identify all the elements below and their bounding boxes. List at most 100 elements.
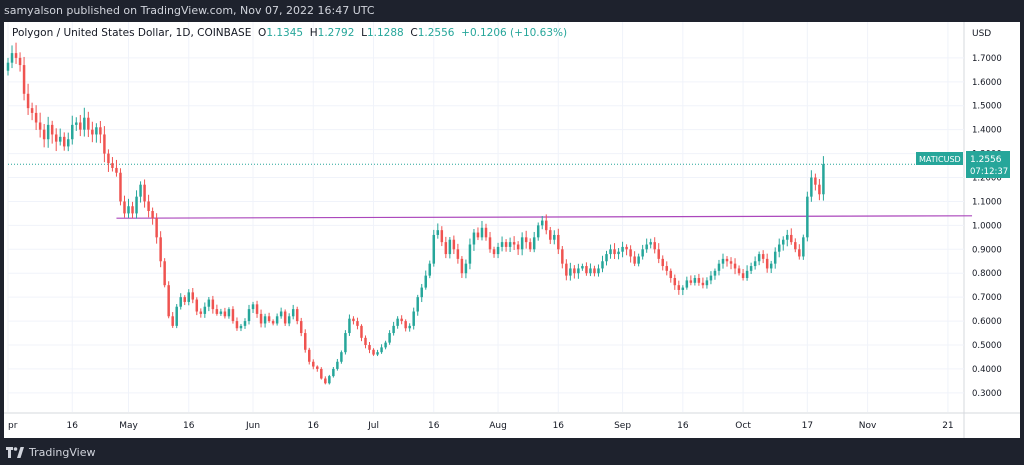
candle[interactable] (516, 241, 520, 255)
candle[interactable] (669, 268, 673, 283)
candle[interactable] (798, 244, 801, 260)
candle[interactable] (231, 306, 235, 324)
candle[interactable] (633, 251, 636, 267)
candle[interactable] (18, 52, 22, 72)
candle[interactable] (605, 250, 608, 266)
candle[interactable] (376, 349, 379, 357)
candle[interactable] (34, 105, 38, 131)
candle[interactable] (597, 264, 600, 277)
candle[interactable] (42, 123, 46, 148)
candle[interactable] (420, 283, 423, 303)
candle[interactable] (163, 258, 166, 288)
candle[interactable] (528, 238, 532, 252)
candle[interactable] (299, 317, 303, 337)
candle[interactable] (219, 308, 223, 316)
candle[interactable] (440, 226, 444, 247)
candle[interactable] (412, 307, 415, 330)
candle[interactable] (267, 312, 271, 323)
candle[interactable] (22, 56, 26, 101)
candle[interactable] (279, 307, 283, 319)
candle[interactable] (681, 285, 685, 296)
candle[interactable] (593, 265, 596, 277)
candle[interactable] (697, 273, 701, 286)
candle[interactable] (227, 307, 231, 319)
candle[interactable] (380, 344, 383, 354)
candle[interactable] (773, 247, 777, 269)
candle[interactable] (613, 243, 616, 260)
candle[interactable] (729, 257, 733, 270)
candle[interactable] (199, 308, 203, 318)
candle[interactable] (781, 236, 785, 251)
candle[interactable] (472, 228, 476, 251)
candle[interactable] (577, 263, 580, 279)
candle[interactable] (79, 114, 82, 137)
candle[interactable] (155, 213, 158, 244)
candle[interactable] (71, 115, 74, 145)
candle[interactable] (139, 181, 142, 203)
candle[interactable] (263, 313, 267, 328)
candle[interactable] (757, 251, 761, 266)
candle[interactable] (223, 307, 227, 319)
candle[interactable] (480, 220, 484, 241)
candle[interactable] (504, 239, 508, 252)
candle[interactable] (818, 179, 821, 201)
candle[interactable] (287, 313, 291, 327)
candle[interactable] (312, 359, 315, 370)
candle[interactable] (348, 314, 351, 336)
candle[interactable] (589, 263, 592, 277)
candle[interactable] (532, 231, 536, 253)
candle[interactable] (54, 128, 58, 152)
candle[interactable] (187, 289, 191, 306)
candle[interactable] (356, 317, 359, 330)
candle[interactable] (360, 324, 363, 342)
candle[interactable] (131, 201, 134, 219)
candle[interactable] (167, 281, 170, 319)
candle[interactable] (645, 238, 648, 253)
candle[interactable] (328, 374, 331, 385)
candle[interactable] (536, 222, 540, 241)
candle[interactable] (316, 365, 319, 372)
candle[interactable] (496, 242, 500, 259)
candle[interactable] (524, 230, 528, 249)
candle[interactable] (50, 120, 54, 144)
candle[interactable] (733, 258, 737, 275)
candle[interactable] (565, 259, 568, 281)
candle[interactable] (364, 335, 367, 349)
candle[interactable] (705, 277, 709, 289)
candle[interactable] (384, 340, 387, 350)
candle[interactable] (581, 263, 584, 271)
candle[interactable] (717, 259, 721, 276)
candle[interactable] (396, 316, 399, 329)
candle[interactable] (745, 265, 749, 281)
candle[interactable] (38, 112, 42, 138)
candle[interactable] (259, 309, 263, 328)
candle[interactable] (26, 83, 30, 115)
candle[interactable] (713, 268, 717, 280)
candle[interactable] (344, 330, 347, 355)
candle[interactable] (239, 323, 243, 332)
candle[interactable] (709, 271, 713, 285)
candle[interactable] (191, 288, 195, 304)
candle[interactable] (625, 244, 628, 256)
candle[interactable] (332, 366, 335, 378)
candle[interactable] (352, 316, 355, 325)
candle[interactable] (283, 309, 287, 326)
candle[interactable] (753, 256, 757, 270)
candle[interactable] (404, 319, 407, 332)
candle[interactable] (400, 315, 403, 325)
candle[interactable] (175, 304, 178, 329)
candle[interactable] (87, 111, 90, 138)
candle[interactable] (749, 262, 753, 274)
candle[interactable] (320, 367, 323, 380)
candle[interactable] (545, 214, 548, 235)
candle[interactable] (701, 277, 705, 289)
candle[interactable] (91, 121, 94, 143)
candle[interactable] (207, 297, 211, 312)
candle[interactable] (62, 132, 66, 151)
candle[interactable] (119, 168, 122, 206)
candle[interactable] (601, 255, 604, 273)
candle[interactable] (6, 57, 10, 76)
candle[interactable] (609, 244, 612, 259)
candle[interactable] (621, 241, 624, 258)
